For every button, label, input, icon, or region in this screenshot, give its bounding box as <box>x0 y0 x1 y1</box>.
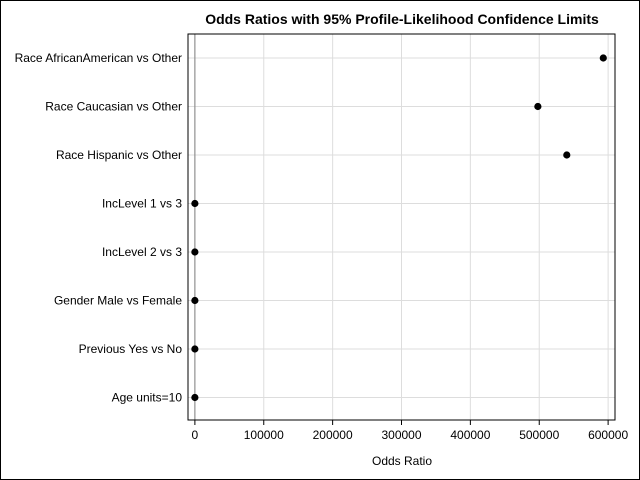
y-tick-label: IncLevel 2 vs 3 <box>102 245 182 259</box>
y-tick-label: Race Hispanic vs Other <box>56 148 182 162</box>
x-tick-label: 100000 <box>244 428 284 442</box>
y-tick-label: Previous Yes vs No <box>79 342 183 356</box>
odds-ratio-point <box>191 393 199 402</box>
y-tick-label: Race AfricanAmerican vs Other <box>15 51 182 65</box>
grid-lines <box>188 34 615 420</box>
chart-title: Odds Ratios with 95% Profile-Likelihood … <box>205 11 599 27</box>
x-axis-label: Odds Ratio <box>372 454 432 468</box>
odds-ratio-point <box>191 248 199 256</box>
x-tick-label: 0 <box>192 428 199 442</box>
y-axis-labels: Race AfricanAmerican vs Other Race Caucas… <box>15 51 183 405</box>
x-tick-label: 400000 <box>450 428 490 442</box>
odds-ratio-point <box>191 199 199 208</box>
x-axis-ticks: 0 100000 200000 300000 400000 500000 600000 <box>192 420 628 442</box>
x-tick-label: 500000 <box>519 428 559 442</box>
odds-ratio-point <box>191 345 199 353</box>
odds-ratio-point <box>534 102 542 111</box>
x-tick-label: 200000 <box>313 428 353 442</box>
odds-ratio-point <box>191 296 199 305</box>
y-tick-label: Gender Male vs Female <box>54 294 182 308</box>
x-tick-label: 600000 <box>588 428 628 442</box>
odds-ratio-point <box>563 151 571 159</box>
data-points <box>191 54 607 402</box>
odds-ratio-point <box>599 54 607 62</box>
y-tick-label: Race Caucasian vs Other <box>45 100 182 114</box>
y-tick-label: Age units=10 <box>112 391 183 405</box>
x-tick-label: 300000 <box>381 428 421 442</box>
y-tick-label: IncLevel 1 vs 3 <box>102 197 182 211</box>
